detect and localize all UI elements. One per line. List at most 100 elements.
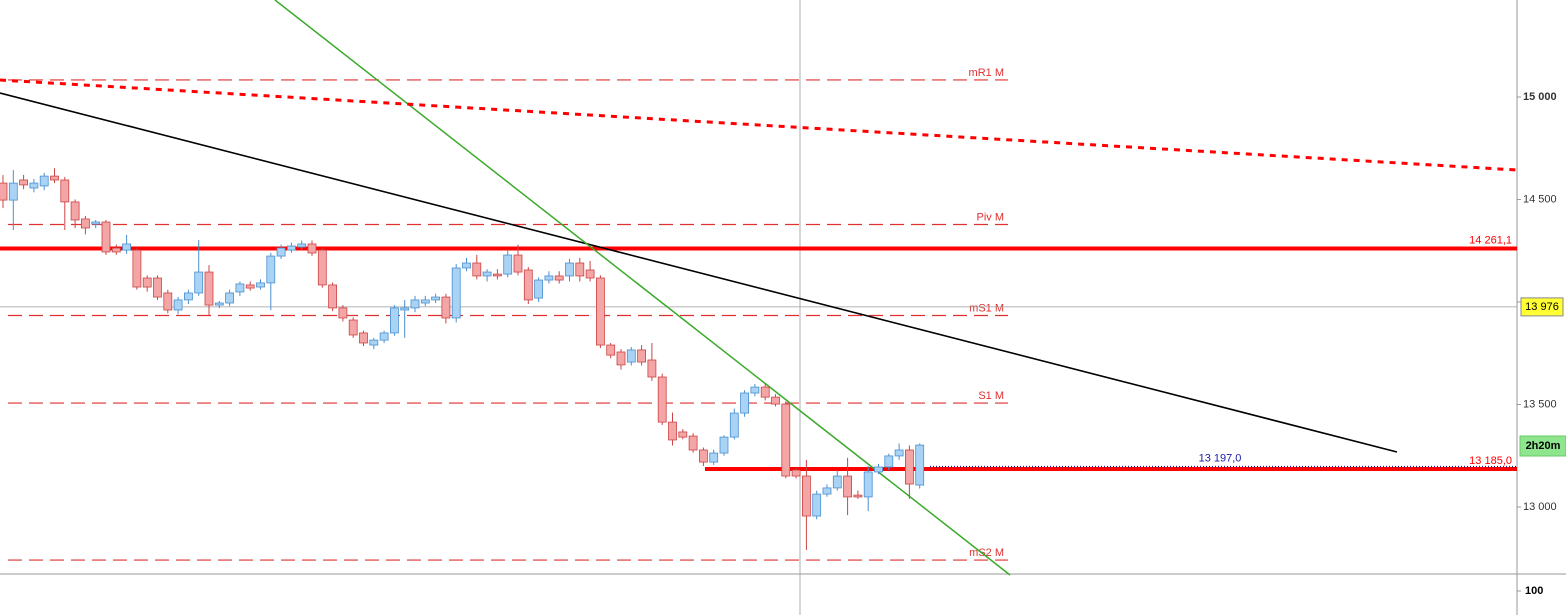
candle-body [81, 218, 90, 229]
last-price-label: 13 976 [1525, 301, 1559, 313]
trend-line [0, 92, 1398, 453]
candle-body [70, 201, 80, 221]
candle-body [379, 332, 389, 341]
candle-body [153, 277, 162, 298]
candle-body [781, 403, 791, 477]
candle-body [688, 435, 698, 451]
candle-body [832, 475, 842, 489]
candle-body [863, 471, 873, 498]
candle-body [740, 392, 749, 414]
candle-body [60, 179, 70, 203]
candle-body [853, 494, 863, 498]
candle-body [534, 279, 543, 299]
candle-body [709, 452, 719, 463]
level-label: mS1 M [969, 302, 1004, 314]
level-label: Piv M [977, 211, 1005, 223]
candle-body [482, 271, 492, 277]
candle-body [39, 175, 49, 187]
price-line-label: 14 261,1 [1469, 234, 1512, 246]
timer-box [1519, 435, 1566, 457]
y-tick-label: 13 000 [1523, 501, 1557, 513]
candle-body [657, 376, 667, 423]
trend-line [274, 0, 1011, 576]
y-tick-label: 13 500 [1523, 398, 1557, 410]
candle-body [0, 182, 8, 201]
candle-body [668, 421, 677, 441]
candle-body [699, 449, 708, 463]
candle-body [8, 182, 18, 201]
candle-body [410, 299, 420, 309]
candle-body [719, 436, 729, 454]
candle-body [451, 267, 461, 319]
candle-body [163, 292, 173, 311]
candle-body [225, 292, 235, 304]
candle-body [173, 299, 183, 311]
candle-body [523, 269, 533, 301]
candle-body [606, 344, 616, 356]
candle-body [513, 254, 523, 273]
candle-body [915, 444, 925, 486]
candle-body [472, 262, 482, 277]
candle-body [729, 412, 739, 438]
candle-body [874, 466, 883, 473]
candle-body [328, 284, 338, 309]
candle-body [791, 469, 801, 477]
candle-body [389, 307, 399, 334]
candle-body [585, 269, 595, 279]
candle-body [142, 277, 152, 288]
candle-body [19, 179, 29, 186]
candle-body [441, 296, 451, 319]
candle-body [503, 254, 513, 275]
lower-tick-label: 100 [1525, 585, 1543, 597]
candle-body [596, 277, 605, 346]
candle-body [266, 255, 276, 284]
candle-body [905, 449, 914, 485]
candle-body [431, 296, 441, 301]
candle-body [91, 221, 101, 225]
candle-body [771, 396, 780, 405]
candle-body [214, 302, 224, 306]
candle-body [760, 386, 770, 398]
candle-body [297, 243, 307, 248]
candle-body [843, 475, 852, 498]
candle-body [245, 284, 255, 289]
timer: 2h20m [1526, 440, 1561, 452]
candle-body [554, 275, 564, 281]
candle-body [369, 339, 379, 346]
candle-body [183, 292, 193, 301]
candle-body [822, 487, 832, 495]
price-line-label: 13 197,0 [1199, 453, 1242, 465]
candle-body [575, 262, 585, 277]
trend-line [0, 78, 1518, 172]
candle-body [565, 262, 574, 277]
candle-body [276, 247, 286, 257]
candles [0, 168, 925, 551]
candle-body [420, 299, 430, 304]
candle-body [812, 493, 822, 517]
candle-body [616, 351, 626, 366]
candle-body [647, 359, 657, 378]
candle-body [111, 247, 121, 253]
candle-body [802, 475, 811, 517]
last-price-box [1520, 297, 1564, 317]
candle-body [286, 245, 296, 251]
candle-body [29, 182, 39, 189]
candle-body [400, 307, 410, 311]
candle-body [50, 175, 59, 181]
candle-body [204, 271, 214, 306]
candle-body [544, 275, 554, 281]
price-line-label: 13 185,0 [1469, 455, 1512, 467]
candle-body [462, 262, 471, 269]
candle-body [678, 431, 688, 438]
candle-body [338, 307, 348, 319]
candle-body [101, 221, 111, 253]
candle-body [194, 271, 204, 294]
candle-body [637, 349, 646, 363]
candle-body [317, 249, 327, 286]
candle-body [132, 249, 142, 288]
candle-body [348, 319, 358, 336]
